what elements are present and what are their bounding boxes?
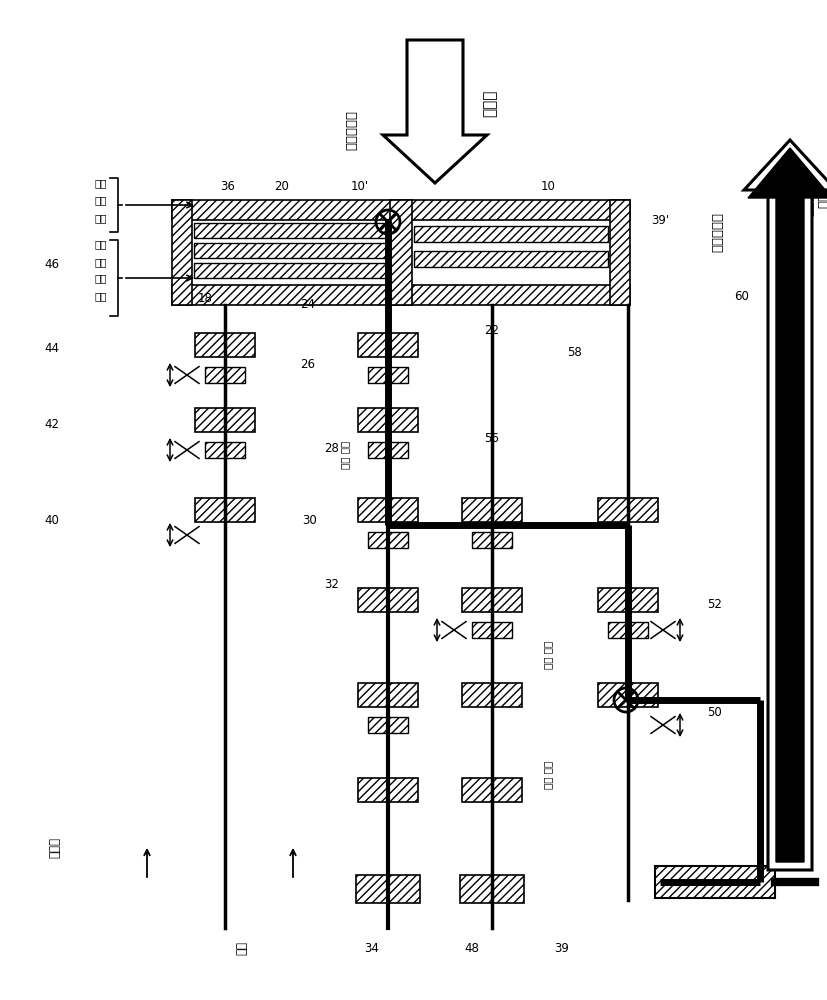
Text: 60: 60 <box>734 290 749 302</box>
Bar <box>194 223 388 238</box>
Text: 30: 30 <box>303 514 318 526</box>
Bar <box>462 498 522 522</box>
Text: 第二: 第二 <box>94 257 107 267</box>
Bar <box>172 200 630 220</box>
Text: 第二档: 第二档 <box>49 838 61 858</box>
Text: 39': 39' <box>651 214 669 227</box>
Bar <box>598 683 658 707</box>
Text: 52: 52 <box>708 598 723 611</box>
Text: 倒档: 倒档 <box>94 239 107 249</box>
Text: 24: 24 <box>300 298 315 312</box>
Text: 26: 26 <box>300 359 315 371</box>
Text: 第四: 第四 <box>94 273 107 283</box>
Text: 第三: 第三 <box>236 941 248 955</box>
Text: 48: 48 <box>465 942 480 954</box>
Text: 第六 第二: 第六 第二 <box>543 641 553 669</box>
Bar <box>655 866 775 898</box>
Text: 第四 倒档: 第四 倒档 <box>340 441 350 469</box>
Bar <box>610 200 630 305</box>
Bar <box>472 532 512 548</box>
Bar <box>194 263 388 278</box>
Text: 22: 22 <box>485 324 500 336</box>
Bar <box>414 251 608 267</box>
Text: 第三: 第三 <box>94 195 107 205</box>
Polygon shape <box>748 148 827 862</box>
Bar <box>598 498 658 522</box>
Text: 18: 18 <box>198 292 213 304</box>
Bar <box>195 333 255 357</box>
Text: 36: 36 <box>221 180 236 194</box>
Text: 第一 第五: 第一 第五 <box>543 761 553 789</box>
Text: 40: 40 <box>45 514 60 526</box>
Bar <box>358 588 418 612</box>
Text: 46: 46 <box>45 258 60 271</box>
Bar <box>358 498 418 522</box>
Text: 10: 10 <box>541 180 556 194</box>
Text: 54: 54 <box>782 514 797 526</box>
Text: 50: 50 <box>708 706 722 718</box>
Text: 58: 58 <box>567 346 582 359</box>
Bar <box>462 683 522 707</box>
Text: 第五: 第五 <box>94 213 107 223</box>
Polygon shape <box>744 140 827 870</box>
Text: 44: 44 <box>45 342 60 355</box>
Bar <box>462 588 522 612</box>
Bar <box>608 622 648 638</box>
Text: 扮矩源: 扮矩源 <box>482 89 498 117</box>
Text: 39: 39 <box>555 942 570 954</box>
Text: 56: 56 <box>485 432 500 444</box>
Text: 扮矩传感器: 扮矩传感器 <box>711 212 724 252</box>
Text: 10': 10' <box>351 180 369 194</box>
Bar <box>195 408 255 432</box>
Bar <box>358 778 418 802</box>
Bar <box>462 778 522 802</box>
Text: 34: 34 <box>365 942 380 954</box>
Bar <box>368 717 408 733</box>
Text: 第一: 第一 <box>94 178 107 188</box>
Text: 第六: 第六 <box>94 291 107 301</box>
Bar <box>368 532 408 548</box>
Bar <box>194 243 388 258</box>
Bar <box>414 226 608 242</box>
Text: 至车轮的
扮矩: 至车轮的 扮矩 <box>802 184 827 216</box>
Bar <box>358 683 418 707</box>
Bar <box>598 588 658 612</box>
Text: 扮矩传感器: 扮矩传感器 <box>346 110 358 150</box>
Bar <box>460 875 524 903</box>
Bar <box>368 442 408 458</box>
Bar <box>205 442 245 458</box>
Polygon shape <box>383 40 487 183</box>
Bar <box>195 498 255 522</box>
Text: 28: 28 <box>324 442 339 454</box>
Bar <box>368 367 408 383</box>
Bar <box>172 285 630 305</box>
Bar <box>358 333 418 357</box>
Bar <box>390 200 412 305</box>
Bar <box>205 367 245 383</box>
Text: 20: 20 <box>275 180 289 194</box>
Bar <box>358 408 418 432</box>
Bar <box>356 875 420 903</box>
Bar <box>172 200 192 305</box>
Text: 42: 42 <box>45 418 60 432</box>
Bar <box>472 622 512 638</box>
Text: 32: 32 <box>324 578 339 591</box>
